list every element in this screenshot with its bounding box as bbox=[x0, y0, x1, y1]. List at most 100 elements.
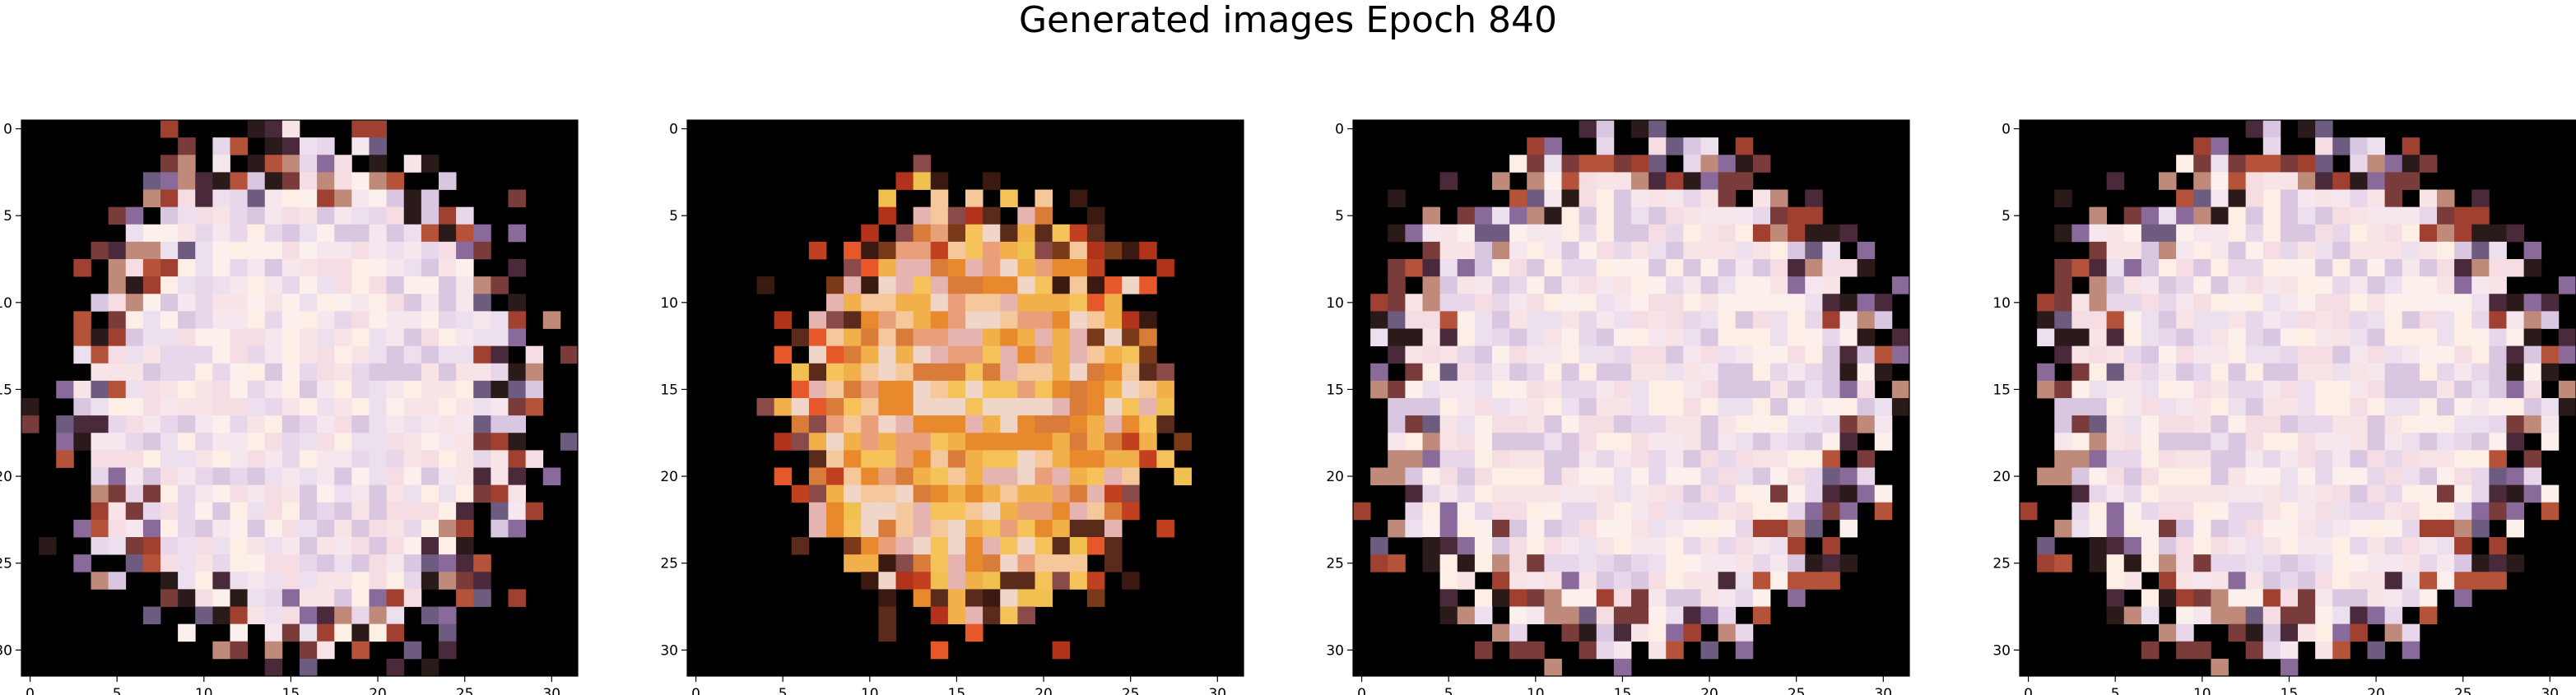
pixel-cell bbox=[351, 519, 370, 538]
pixel-cell bbox=[1035, 241, 1053, 260]
pixel-cell bbox=[369, 554, 388, 572]
pixel-cell bbox=[2123, 363, 2142, 382]
pixel-cell bbox=[91, 380, 109, 399]
pixel-cell bbox=[791, 328, 810, 347]
pixel-cell bbox=[1752, 484, 1771, 503]
y-tick-label: 25 bbox=[1992, 556, 2011, 572]
pixel-cell bbox=[808, 519, 827, 538]
pixel-cell bbox=[2506, 398, 2525, 416]
pixel-cell bbox=[160, 155, 179, 173]
pixel-cell bbox=[108, 363, 127, 382]
pixel-cell bbox=[2228, 241, 2247, 260]
pixel-cell bbox=[1561, 155, 1580, 173]
pixel-cell bbox=[1666, 294, 1684, 312]
pixel-cell bbox=[1017, 589, 1035, 607]
pixel-cell bbox=[300, 450, 318, 468]
pixel-cell bbox=[1891, 345, 1910, 364]
pixel-cell bbox=[2176, 380, 2194, 399]
pixel-cell bbox=[1839, 519, 1858, 538]
pixel-cell bbox=[1648, 206, 1667, 225]
pixel-cell bbox=[508, 450, 527, 468]
pixel-cell bbox=[1457, 467, 1476, 486]
pixel-cell bbox=[2262, 328, 2281, 347]
pixel-cell bbox=[1874, 294, 1893, 312]
pixel-cell bbox=[1735, 450, 1754, 468]
pixel-cell bbox=[1017, 467, 1035, 486]
pixel-cell bbox=[2176, 450, 2194, 468]
pixel-cell bbox=[1613, 502, 1632, 521]
pixel-cell bbox=[895, 294, 914, 312]
pixel-cell bbox=[247, 345, 266, 364]
pixel-cell bbox=[2280, 519, 2299, 538]
pixel-cell bbox=[2402, 294, 2420, 312]
pixel-cell bbox=[2315, 554, 2333, 572]
pixel-cell bbox=[2211, 241, 2229, 260]
pixel-cell bbox=[2106, 259, 2125, 277]
pixel-cell bbox=[230, 241, 249, 260]
pixel-cell bbox=[1613, 259, 1632, 277]
pixel-cell bbox=[1052, 467, 1071, 486]
pixel-cell bbox=[1613, 641, 1632, 660]
pixel-cell bbox=[791, 415, 810, 433]
pixel-cell bbox=[2141, 554, 2160, 572]
pixel-cell bbox=[1683, 311, 1701, 329]
pixel-cell bbox=[2262, 606, 2281, 625]
pixel-cell bbox=[1527, 433, 1545, 451]
pixel-cell bbox=[264, 433, 283, 451]
pixel-cell bbox=[1388, 294, 1406, 312]
pixel-cell bbox=[2350, 467, 2368, 486]
pixel-cell bbox=[1405, 398, 1423, 416]
pixel-cell bbox=[473, 363, 491, 382]
pixel-cell bbox=[2402, 519, 2420, 538]
pixel-cell bbox=[300, 328, 318, 347]
pixel-cell bbox=[1718, 554, 1737, 572]
pixel-cell bbox=[1735, 572, 1754, 590]
pixel-cell bbox=[91, 433, 109, 451]
pixel-cell bbox=[281, 502, 300, 521]
pixel-cell bbox=[1839, 415, 1858, 433]
pixel-cell bbox=[160, 120, 179, 138]
pixel-cell bbox=[1069, 502, 1088, 521]
pixel-cell bbox=[195, 554, 213, 572]
pixel-cell bbox=[1857, 345, 1876, 364]
pixel-cell bbox=[421, 224, 439, 243]
pixel-cell bbox=[1474, 294, 1493, 312]
x-tick-label: 0 bbox=[26, 686, 35, 695]
pixel-cell bbox=[2141, 398, 2160, 416]
pixel-cell bbox=[178, 363, 196, 382]
pixel-cell bbox=[1422, 554, 1441, 572]
pixel-cell bbox=[878, 328, 896, 347]
pixel-cell bbox=[2471, 363, 2490, 382]
pixel-cell bbox=[1770, 502, 1788, 521]
pixel-cell bbox=[230, 623, 249, 642]
pixel-cell bbox=[2471, 380, 2490, 399]
pixel-cell bbox=[351, 224, 370, 243]
pixel-cell bbox=[808, 241, 827, 260]
pixel-cell bbox=[195, 415, 213, 433]
y-tick-label: 5 bbox=[2002, 208, 2011, 225]
pixel-cell bbox=[1805, 311, 1823, 329]
pixel-cell bbox=[73, 554, 91, 572]
pixel-cell bbox=[861, 363, 879, 382]
pixel-cell bbox=[2402, 589, 2420, 607]
pixel-cell bbox=[1805, 398, 1823, 416]
pixel-cell bbox=[1596, 189, 1615, 208]
pixel-cell bbox=[1156, 380, 1174, 399]
pixel-cell bbox=[439, 398, 457, 416]
pixel-cell bbox=[1086, 311, 1105, 329]
pixel-cell bbox=[230, 311, 249, 329]
pixel-cell bbox=[2402, 328, 2420, 347]
pixel-cell bbox=[108, 241, 127, 260]
pixel-cell bbox=[264, 120, 283, 138]
pixel-cell bbox=[108, 450, 127, 468]
pixel-cell bbox=[2471, 450, 2490, 468]
pixel-cell bbox=[1718, 345, 1737, 364]
pixel-cell bbox=[1788, 519, 1806, 538]
pixel-cell bbox=[1788, 363, 1806, 382]
pixel-cell bbox=[1788, 484, 1806, 503]
pixel-cell bbox=[1561, 519, 1580, 538]
pixel-cell bbox=[178, 484, 196, 503]
pixel-cell bbox=[247, 155, 266, 173]
pixel-cell bbox=[1457, 415, 1476, 433]
